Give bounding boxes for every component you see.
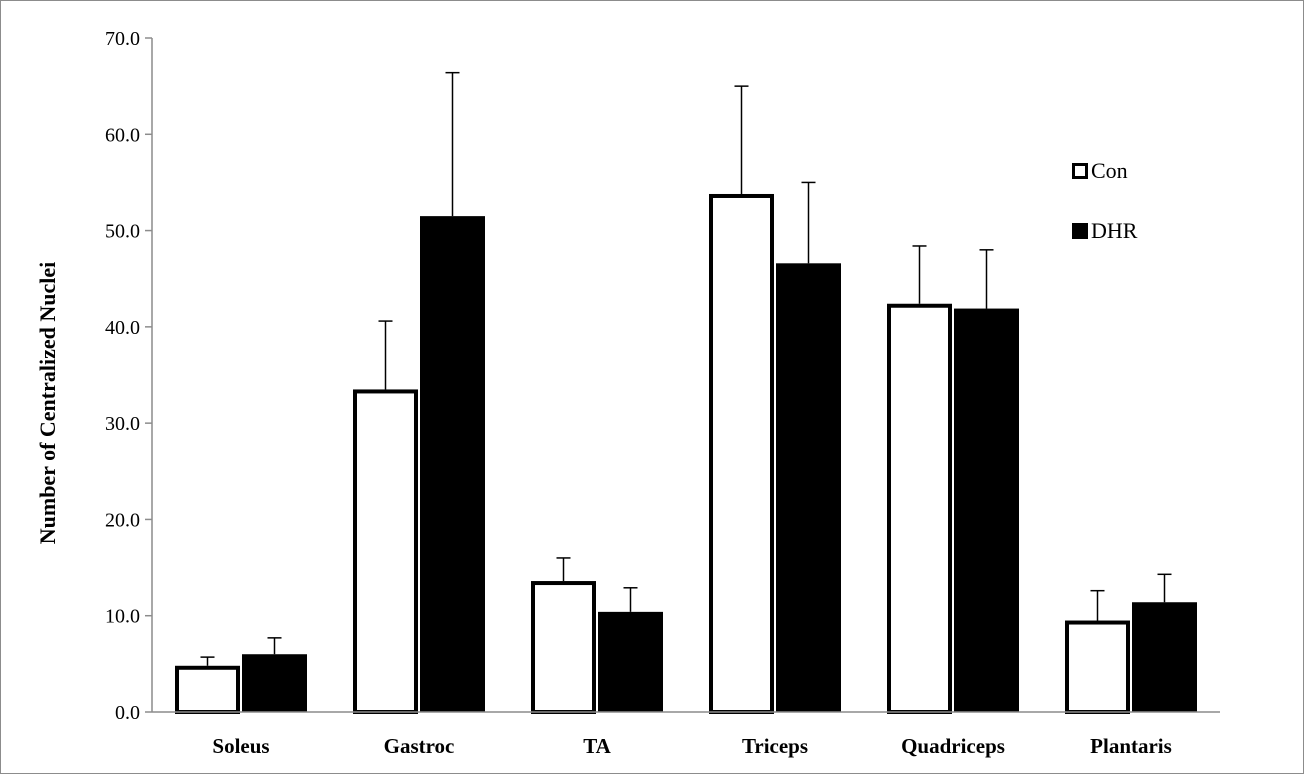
- y-axis-ticks: 0.0 10.0 20.0 30.0 40.0 50.0 60.0 70.0: [105, 28, 152, 724]
- bar-dhr-plantaris: [1132, 602, 1197, 712]
- legend-label-dhr: DHR: [1091, 218, 1138, 243]
- bar-con-ta: [531, 581, 596, 715]
- bar-dhr-gastroc: [420, 216, 485, 712]
- y-tick-label: 10.0: [105, 606, 140, 628]
- y-tick-label: 30.0: [105, 413, 140, 435]
- category-label-gastroc: Gastroc: [384, 734, 455, 758]
- y-tick-label: 60.0: [105, 124, 140, 146]
- y-axis-title: Number of Centralized Nuclei: [35, 262, 60, 545]
- y-tick-label: 70.0: [105, 28, 140, 50]
- axes: [151, 38, 1220, 713]
- legend: Con DHR: [1072, 158, 1138, 243]
- legend-swatch-dhr: [1072, 223, 1088, 239]
- bar-con-triceps: [709, 193, 774, 715]
- y-tick-label: 50.0: [105, 221, 140, 243]
- error-bars: [200, 71, 1172, 666]
- category-label-ta: TA: [583, 734, 611, 758]
- bar-dhr-ta: [598, 611, 663, 712]
- legend-label-con: Con: [1091, 158, 1128, 183]
- legend-swatch-con: [1072, 163, 1088, 179]
- bar-con-plantaris: [1065, 620, 1130, 714]
- y-tick-label: 20.0: [105, 509, 140, 531]
- y-tick-label: 40.0: [105, 317, 140, 339]
- bar-dhr-soleus: [242, 654, 307, 712]
- bar-dhr-triceps: [776, 263, 841, 712]
- category-label-triceps: Triceps: [742, 734, 808, 758]
- y-tick-label: 0.0: [115, 702, 140, 724]
- bar-dhr-quadriceps: [954, 308, 1019, 712]
- bar-con-gastroc: [353, 389, 418, 714]
- bar-con-soleus: [175, 665, 240, 714]
- category-label-quadriceps: Quadriceps: [901, 734, 1005, 758]
- category-labels: Soleus Gastroc TA Triceps Quadriceps Plantari…: [212, 734, 1171, 758]
- category-label-soleus: Soleus: [212, 734, 269, 758]
- bars: [175, 193, 1197, 715]
- category-label-plantaris: Plantaris: [1090, 734, 1172, 758]
- bar-con-quadriceps: [887, 303, 952, 714]
